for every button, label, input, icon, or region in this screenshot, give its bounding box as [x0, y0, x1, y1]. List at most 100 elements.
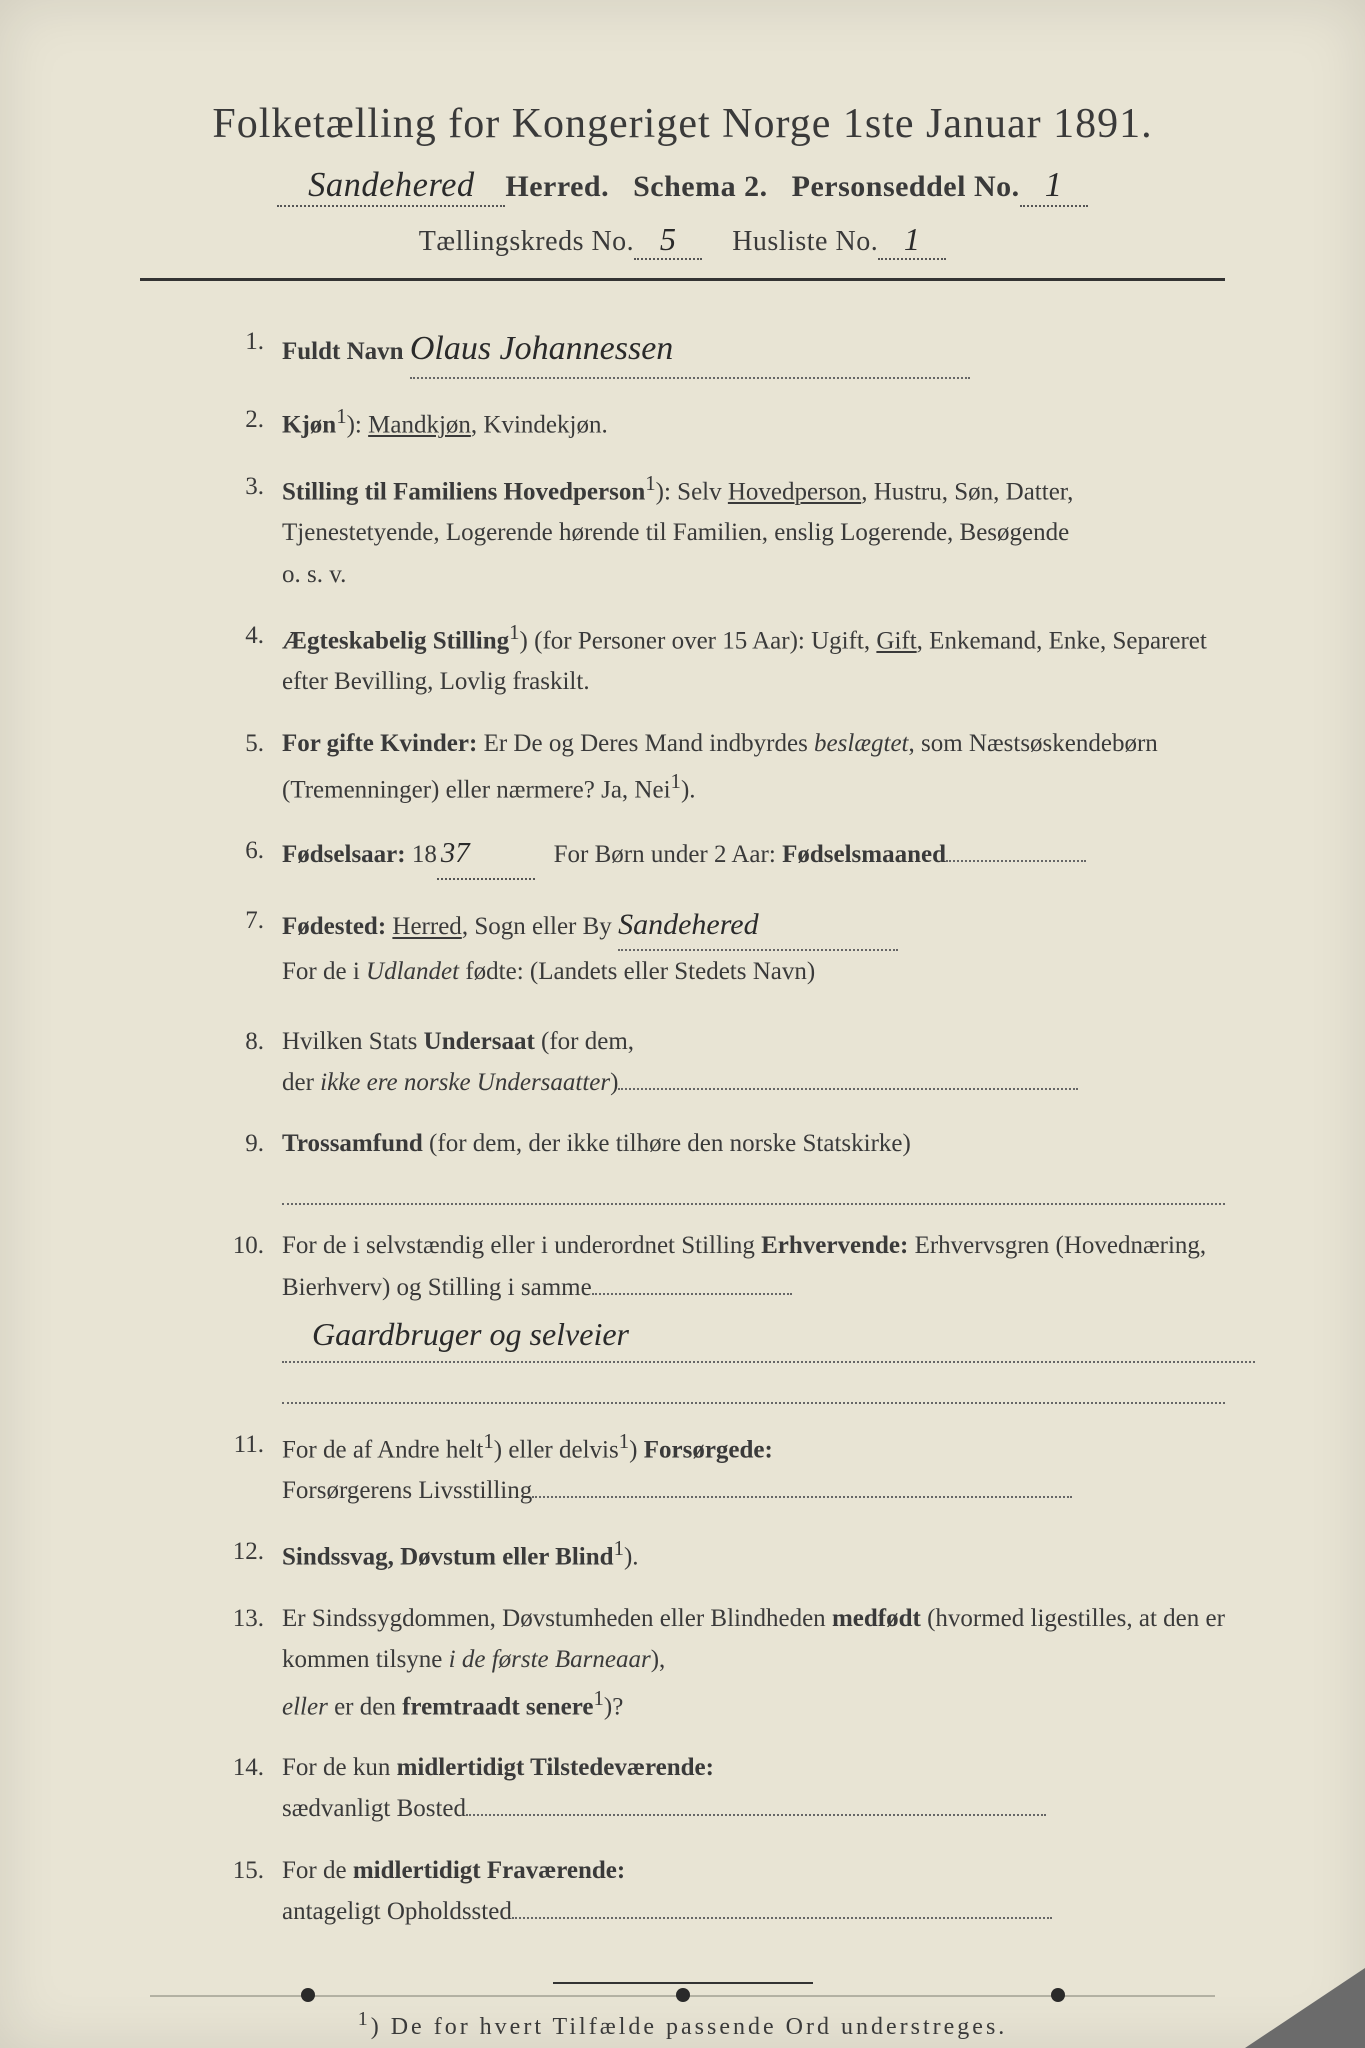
form-body: 1. Fuldt Navn Olaus Johannessen 2. Kjøn1… — [140, 321, 1225, 1932]
fodselsmaaned-label: Fødselsmaaned — [782, 841, 946, 868]
fuldt-navn-label: Fuldt Navn — [282, 338, 404, 365]
item-14-num: 14. — [210, 1747, 282, 1788]
item-9: 9. Trossamfund (for dem, der ikke tilhør… — [210, 1123, 1225, 1205]
item-9-num: 9. — [210, 1123, 282, 1164]
form-header: Folketælling for Kongeriget Norge 1ste J… — [140, 100, 1225, 260]
item-10: 10. For de i selvstændig eller i underor… — [210, 1225, 1225, 1403]
item-5-content: For gifte Kvinder: Er De og Deres Mand i… — [282, 723, 1225, 811]
item-9-content: Trossamfund (for dem, der ikke tilhøre d… — [282, 1123, 1225, 1205]
hole-icon — [1051, 1988, 1065, 2002]
gift-option: Gift — [876, 627, 916, 654]
erhverv-value: Gaardbruger og selveier — [282, 1308, 1255, 1363]
personseddel-no: 1 — [1020, 166, 1088, 207]
fodselsaar-label: Fødselsaar: — [282, 841, 406, 868]
item-10-num: 10. — [210, 1225, 282, 1266]
page-corner-tear — [1245, 1968, 1365, 2048]
erhvervende-label: Erhvervende: — [761, 1232, 908, 1259]
item-1: 1. Fuldt Navn Olaus Johannessen — [210, 321, 1225, 379]
item-12-content: Sindssvag, Døvstum eller Blind1). — [282, 1531, 1225, 1578]
hole-icon — [676, 1988, 690, 2002]
herred-label: Herred. — [505, 170, 609, 203]
footnote-rule — [553, 1982, 813, 1984]
item-5-num: 5. — [210, 723, 282, 764]
herred-name-handwritten: Sandehered — [277, 166, 505, 207]
fuldt-navn-value: Olaus Johannessen — [410, 321, 970, 379]
item-12-num: 12. — [210, 1531, 282, 1572]
sindssvag-label: Sindssvag, Døvstum eller Blind — [282, 1544, 614, 1571]
item-15-num: 15. — [210, 1850, 282, 1891]
item-3-num: 3. — [210, 466, 282, 507]
header-line-3: Tællingskreds No.5 Husliste No.1 — [140, 221, 1225, 260]
kjon-sup: 1 — [336, 404, 346, 428]
item-7-num: 7. — [210, 900, 282, 941]
aegteskab-label: Ægteskabelig Stilling — [282, 627, 509, 654]
hovedperson-option: Hovedperson — [728, 478, 861, 505]
census-form-page: Folketælling for Kongeriget Norge 1ste J… — [0, 0, 1365, 2048]
item-3: 3. Stilling til Familiens Hovedperson1):… — [210, 466, 1225, 595]
item-1-num: 1. — [210, 321, 282, 362]
header-rule — [140, 278, 1225, 281]
fodselsaar-value: 37 — [437, 830, 535, 879]
item-1-content: Fuldt Navn Olaus Johannessen — [282, 321, 1225, 379]
item-11-content: For de af Andre helt1) eller delvis1) Fo… — [282, 1424, 1225, 1512]
item-15-content: For de midlertidigt Fraværende: antageli… — [282, 1850, 1225, 1933]
item-2: 2. Kjøn1): Mandkjøn, Kvindekjøn. — [210, 399, 1225, 446]
item-2-num: 2. — [210, 399, 282, 440]
hole-icon — [301, 1988, 315, 2002]
item-11-num: 11. — [210, 1424, 282, 1465]
item-5: 5. For gifte Kvinder: Er De og Deres Man… — [210, 723, 1225, 811]
undersaat-value — [618, 1088, 1078, 1090]
item-15: 15. For de midlertidigt Fraværende: anta… — [210, 1850, 1225, 1933]
item-6-num: 6. — [210, 830, 282, 871]
kjon-label: Kjøn — [282, 411, 336, 438]
schema-label: Schema 2. — [633, 170, 768, 203]
fodested-value: Sandehered — [618, 900, 898, 952]
husliste-no: 1 — [878, 221, 946, 260]
herred-option: Herred — [392, 913, 461, 940]
osv-text: o. s. v. — [282, 554, 1225, 595]
item-10-content: For de i selvstændig eller i underordnet… — [282, 1225, 1225, 1403]
header-line-2: SandeheredHerred. Schema 2. Personseddel… — [140, 166, 1225, 207]
item-14-content: For de kun midlertidigt Tilstedeværende:… — [282, 1747, 1225, 1830]
item-14: 14. For de kun midlertidigt Tilstedevære… — [210, 1747, 1225, 1830]
fravaerende-label: midlertidigt Fraværende: — [353, 1857, 625, 1884]
item-7-content: Fødested: Herred, Sogn eller By Sandeher… — [282, 900, 1225, 993]
fodested-label: Fødested: — [282, 913, 386, 940]
forsorgede-label: Forsørgede: — [644, 1436, 773, 1463]
footnote-text: ) De for hvert Tilfælde passende Ord und… — [371, 2014, 1008, 2040]
tilstedevaerende-label: midlertidigt Tilstedeværende: — [397, 1754, 714, 1781]
item-7: 7. Fødested: Herred, Sogn eller By Sande… — [210, 900, 1225, 993]
item-13: 13. Er Sindssygdommen, Døvstumheden elle… — [210, 1598, 1225, 1727]
item-11: 11. For de af Andre helt1) eller delvis1… — [210, 1424, 1225, 1512]
item-6: 6. Fødselsaar: 1837 For Børn under 2 Aar… — [210, 830, 1225, 879]
stilling-label: Stilling til Familiens Hovedperson — [282, 478, 645, 505]
item-13-content: Er Sindssygdommen, Døvstumheden eller Bl… — [282, 1598, 1225, 1727]
trossamfund-label: Trossamfund — [282, 1130, 423, 1157]
item-4-num: 4. — [210, 615, 282, 656]
taellingskreds-label: Tællingskreds No. — [419, 226, 634, 257]
form-title: Folketælling for Kongeriget Norge 1ste J… — [140, 100, 1225, 148]
item-3-content: Stilling til Familiens Hovedperson1): Se… — [282, 466, 1225, 595]
item-13-num: 13. — [210, 1598, 282, 1639]
item-8-num: 8. — [210, 1021, 282, 1062]
item-8-content: Hvilken Stats Undersaat (for dem, der ik… — [282, 1021, 1225, 1104]
gifte-kvinder-label: For gifte Kvinder: — [282, 730, 477, 757]
mandkjon-option: Mandkjøn — [368, 411, 471, 438]
kvindekjon-option: , Kvindekjøn. — [471, 411, 608, 438]
item-4: 4. Ægteskabelig Stilling1) (for Personer… — [210, 615, 1225, 703]
item-12: 12. Sindssvag, Døvstum eller Blind1). — [210, 1531, 1225, 1578]
footnote: 1) De for hvert Tilfælde passende Ord un… — [140, 2008, 1225, 2041]
opholdssted-value — [512, 1917, 1052, 1919]
trossamfund-value — [282, 1168, 1225, 1205]
bosted-value — [466, 1814, 1046, 1816]
item-6-content: Fødselsaar: 1837 For Børn under 2 Aar: F… — [282, 830, 1225, 879]
item-8: 8. Hvilken Stats Undersaat (for dem, der… — [210, 1021, 1225, 1104]
husliste-label: Husliste No. — [732, 226, 878, 257]
binding-holes — [0, 1988, 1365, 2002]
undersaat-label: Undersaat — [424, 1028, 535, 1055]
personseddel-label: Personseddel No. — [792, 170, 1020, 203]
forsorger-value — [532, 1496, 1072, 1498]
item-4-content: Ægteskabelig Stilling1) (for Personer ov… — [282, 615, 1225, 703]
item-2-content: Kjøn1): Mandkjøn, Kvindekjøn. — [282, 399, 1225, 446]
taellingskreds-no: 5 — [634, 221, 702, 260]
